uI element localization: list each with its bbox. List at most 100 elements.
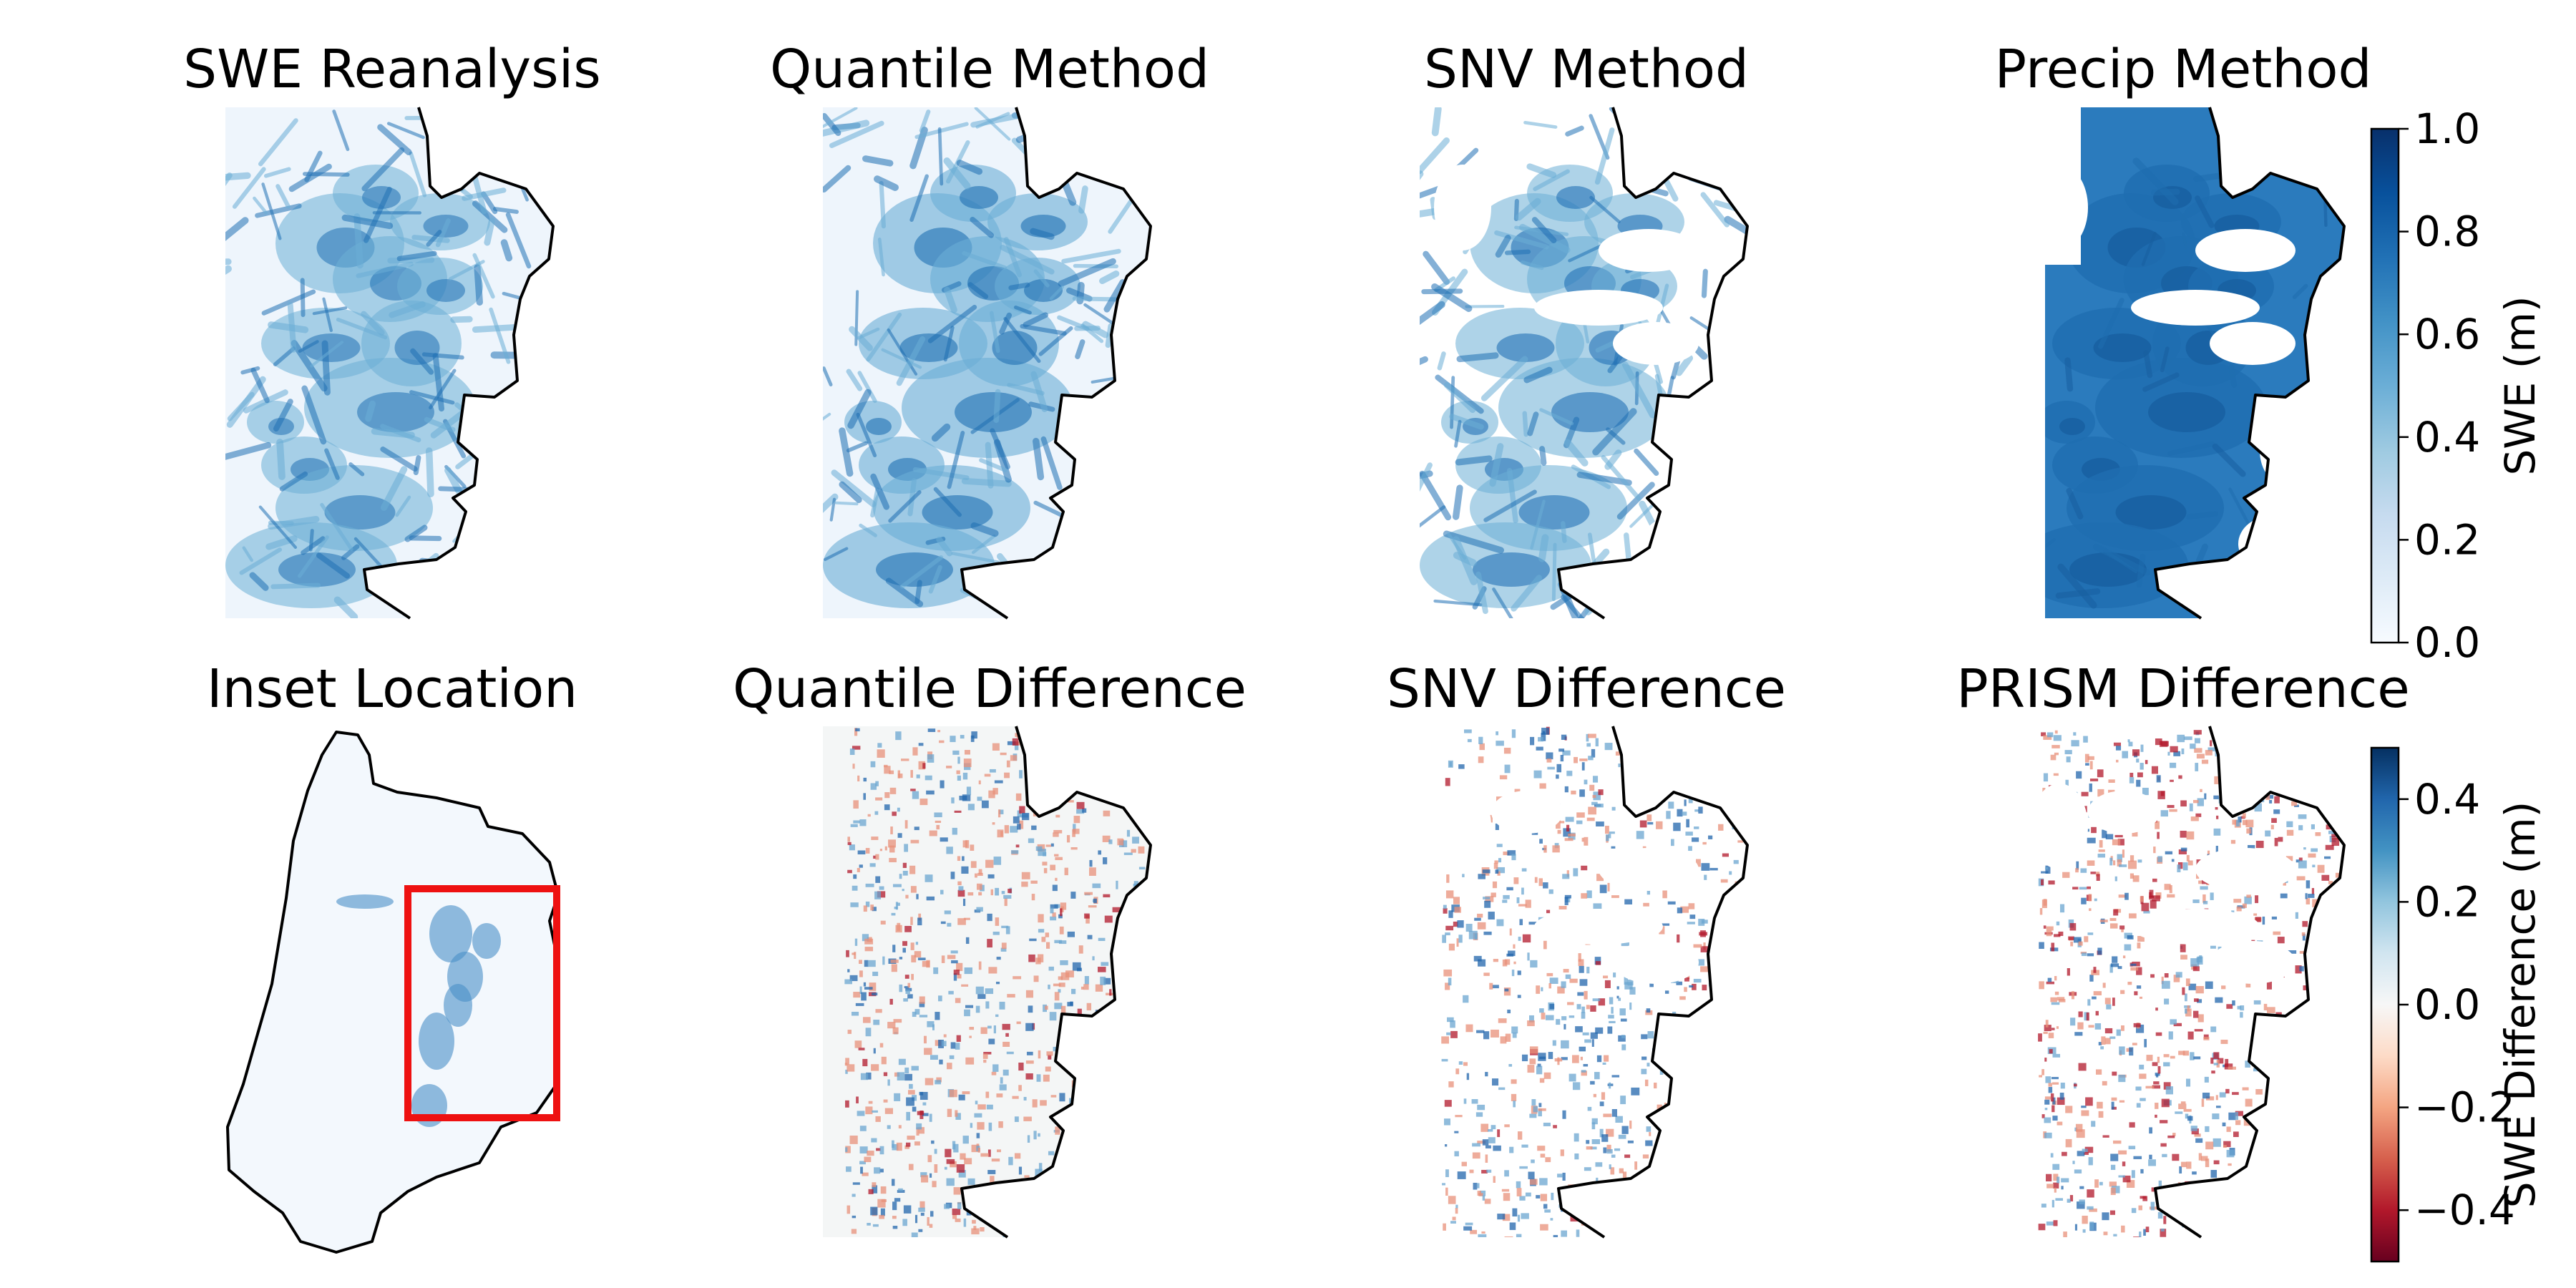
difference-pixel (1012, 1096, 1019, 1099)
difference-pixel (2306, 898, 2311, 904)
difference-pixel (1488, 1128, 1493, 1132)
difference-pixel (2190, 1052, 2195, 1060)
difference-pixel (2088, 1025, 2094, 1028)
difference-pixel (905, 990, 910, 995)
terrain-streak (1673, 540, 1683, 569)
difference-pixel (1702, 1136, 1707, 1144)
difference-pixel (1060, 972, 1070, 980)
difference-pixel (2190, 1126, 2197, 1131)
difference-pixel (2054, 991, 2059, 995)
difference-pixel (1639, 820, 1647, 828)
difference-pixel (1083, 984, 1089, 990)
difference-pixel (2075, 1123, 2083, 1132)
difference-pixel (951, 797, 955, 804)
terrain-streak (270, 582, 321, 590)
difference-pixel (883, 1072, 888, 1076)
difference-pixel (1055, 857, 1063, 861)
terrain-streak (509, 442, 534, 477)
difference-pixel (992, 822, 995, 825)
difference-pixel (987, 1169, 996, 1174)
difference-pixel (2182, 987, 2185, 995)
difference-pixel (2336, 888, 2339, 893)
difference-pixel (1053, 829, 1063, 834)
difference-pixel (1036, 1074, 1041, 1082)
difference-pixel (901, 758, 909, 761)
difference-pixel (2052, 1163, 2060, 1170)
difference-pixel (1606, 1128, 1614, 1137)
difference-pixel (2245, 1060, 2250, 1068)
difference-pixel (845, 1147, 848, 1152)
difference-pixel (1607, 1026, 1613, 1034)
difference-pixel (1686, 733, 1689, 740)
difference-pixel (1060, 1005, 1066, 1013)
difference-pixel (1005, 1033, 1009, 1037)
difference-pixel (2311, 1229, 2318, 1234)
difference-pixel (2163, 1216, 2167, 1224)
difference-pixel (924, 775, 932, 781)
terrain-streak (1695, 427, 1714, 441)
difference-pixel (2205, 1221, 2212, 1224)
difference-pixel (1588, 806, 1597, 815)
difference-pixel (924, 1048, 932, 1055)
difference-pixel (1569, 978, 1578, 983)
difference-pixel (1710, 770, 1718, 778)
difference-pixel (1594, 1072, 1600, 1080)
difference-pixel (2077, 1201, 2085, 1209)
difference-pixel (867, 960, 876, 967)
difference-pixel (911, 1065, 919, 1071)
difference-pixel (1048, 1191, 1051, 1195)
difference-pixel (1604, 1055, 1609, 1062)
difference-pixel (1023, 1096, 1027, 1101)
difference-pixel (2066, 756, 2071, 763)
terrain-streak (1623, 152, 1684, 167)
terrain-streak (2228, 364, 2238, 388)
difference-pixel (2133, 1156, 2142, 1159)
terrain-streak (511, 587, 553, 615)
difference-pixel (998, 1121, 1003, 1128)
difference-pixel (907, 1136, 915, 1140)
difference-pixel (969, 1027, 975, 1030)
difference-pixel (918, 1229, 923, 1232)
no-snow-area (2016, 107, 2081, 265)
terrain-streak (1673, 534, 1704, 551)
difference-pixel (967, 892, 974, 896)
difference-pixel (2096, 874, 2100, 881)
difference-pixel (892, 1140, 894, 1148)
difference-pixel (2177, 734, 2185, 743)
difference-pixel (2192, 1171, 2197, 1175)
difference-pixel (2303, 1158, 2308, 1166)
difference-pixel (915, 942, 919, 945)
difference-pixel (2145, 1226, 2150, 1233)
difference-pixel (2335, 1003, 2342, 1012)
difference-pixel (987, 874, 995, 879)
difference-pixel (897, 1189, 905, 1193)
difference-pixel (2070, 941, 2074, 947)
difference-pixel (1710, 743, 1719, 749)
difference-pixel (895, 902, 898, 910)
difference-pixel (1073, 1139, 1080, 1148)
difference-pixel (847, 841, 852, 845)
difference-pixel (1477, 913, 1483, 918)
difference-pixel (1086, 1039, 1095, 1045)
difference-pixel (1010, 755, 1018, 761)
difference-pixel (2235, 789, 2240, 796)
difference-pixel (1621, 1035, 1626, 1039)
terrain-streak (1087, 585, 1132, 603)
difference-pixel (999, 809, 1004, 814)
difference-pixel (971, 1228, 980, 1235)
difference-pixel (2316, 1215, 2325, 1218)
difference-pixel (851, 1229, 857, 1234)
terrain-streak (914, 122, 969, 140)
difference-pixel (1007, 994, 1015, 998)
difference-pixel (1137, 945, 1143, 948)
difference-pixel (2288, 1202, 2296, 1206)
difference-pixel (1726, 1064, 1731, 1068)
difference-pixel (2265, 728, 2272, 734)
terrain-streak (1011, 110, 1068, 119)
terrain-streak (429, 369, 457, 410)
difference-pixel (2144, 1039, 2147, 1048)
difference-pixel (870, 783, 877, 790)
difference-pixel (1505, 1033, 1511, 1042)
difference-pixel (1479, 743, 1485, 751)
difference-pixel (2207, 850, 2210, 857)
